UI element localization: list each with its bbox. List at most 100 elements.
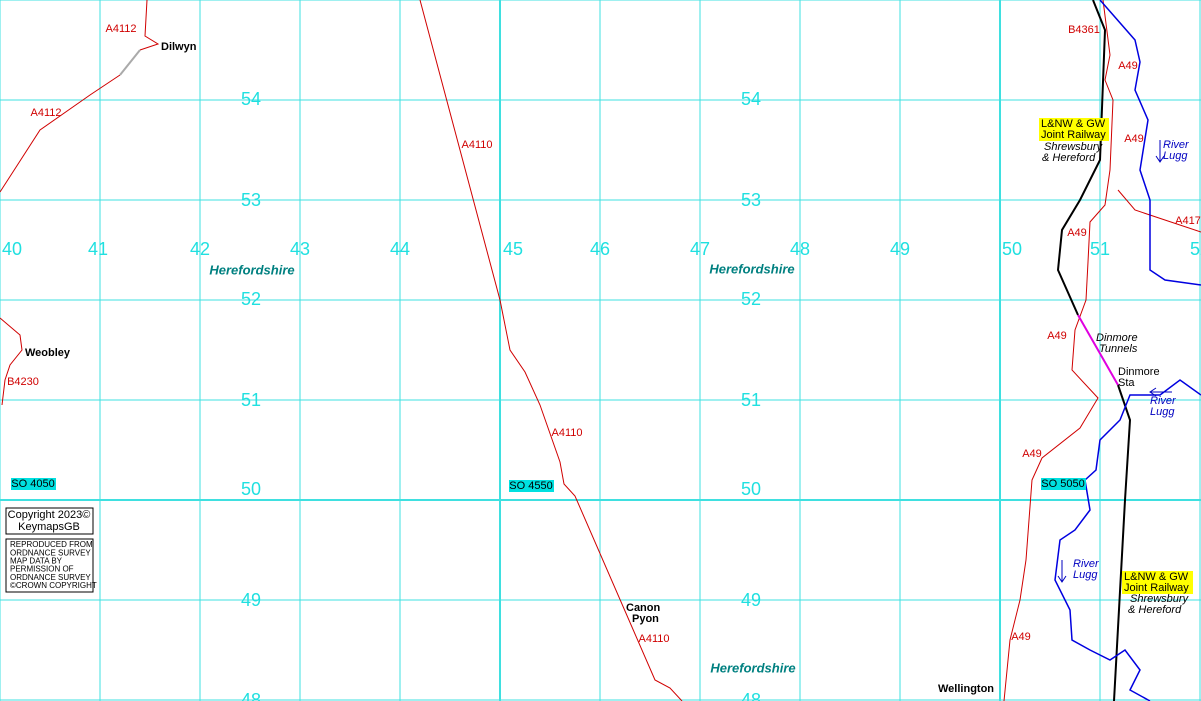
road-label: A49 <box>1022 448 1042 460</box>
road-label: A417 <box>1175 215 1201 227</box>
station-label: Dinmore <box>1118 366 1160 378</box>
northing-label: 54 <box>741 89 761 109</box>
road-a4112 <box>0 0 160 193</box>
railway-label: Joint Railway <box>1041 129 1106 141</box>
railway-route: Shrewsbury <box>1044 141 1104 153</box>
os-text: ORDNANCE SURVEY <box>10 573 91 582</box>
easting-label: 40 <box>2 239 22 259</box>
river-label: River <box>1073 558 1100 570</box>
river-label: River <box>1150 395 1177 407</box>
easting-label: 51 <box>1090 239 1110 259</box>
railway-label: L&NW & GW <box>1124 571 1189 583</box>
os-text: REPRODUCED FROM <box>10 540 93 549</box>
os-box <box>5 538 94 593</box>
road-label: B4230 <box>7 376 39 388</box>
road-label: A4110 <box>639 633 670 645</box>
river <box>1054 379 1201 701</box>
easting-label: 44 <box>390 239 410 259</box>
tunnel-label: Tunnels <box>1099 343 1138 355</box>
easting-label: 48 <box>790 239 810 259</box>
river-label: Lugg <box>1073 569 1098 581</box>
railway-route: & Hereford <box>1128 604 1182 616</box>
square-box <box>11 478 56 490</box>
place-label: Pyon <box>632 613 659 625</box>
road-label: B4361 <box>1068 24 1100 36</box>
easting-label: 41 <box>88 239 108 259</box>
place-label: Wellington <box>938 683 994 695</box>
square-box <box>1041 478 1086 490</box>
copyright-box <box>5 507 94 535</box>
northing-label: 53 <box>241 190 261 210</box>
river-label: Lugg <box>1163 150 1188 162</box>
county-label: Herefordshire <box>209 262 294 277</box>
easting-label: 43 <box>290 239 310 259</box>
northing-label: 53 <box>741 190 761 210</box>
easting-label: 47 <box>690 239 710 259</box>
easting-label: 46 <box>590 239 610 259</box>
northing-label: 52 <box>241 289 261 309</box>
road-a417 <box>1117 189 1201 233</box>
road-label: A49 <box>1118 60 1138 72</box>
copyright-text: Copyright 2023© <box>8 509 91 521</box>
road-b4230 <box>0 317 23 406</box>
easting-label: 50 <box>1002 239 1022 259</box>
road-a4110 <box>419 0 683 701</box>
northing-label: 48 <box>741 690 761 701</box>
road-label: A4112 <box>31 107 62 119</box>
northing-label: 50 <box>741 479 761 499</box>
railway-route: Shrewsbury <box>1130 593 1190 605</box>
copyright-text: KeymapsGB <box>18 521 80 533</box>
road-label: A49 <box>1067 227 1087 239</box>
river-label: Lugg <box>1150 406 1175 418</box>
railway-tunnel <box>1077 314 1119 386</box>
square-label: SO 4550 <box>509 480 552 492</box>
os-text: PERMISSION OF <box>10 565 74 574</box>
tunnel-label: Dinmore <box>1096 332 1138 344</box>
square-box <box>509 480 554 492</box>
northing-label: 49 <box>241 590 261 610</box>
railway <box>1056 0 1132 701</box>
northing-label: 52 <box>741 289 761 309</box>
northing-label: 54 <box>241 89 261 109</box>
easting-label: 49 <box>890 239 910 259</box>
os-text: ORDNANCE SURVEY <box>10 548 91 557</box>
railway-box <box>1122 571 1193 594</box>
place-label: Canon <box>626 602 661 614</box>
station-label: Sta <box>1118 377 1135 389</box>
northing-label: 50 <box>241 479 261 499</box>
easting-label: 52 <box>1190 239 1201 259</box>
road-minor <box>119 49 141 76</box>
easting-label: 45 <box>503 239 523 259</box>
easting-label: 42 <box>190 239 210 259</box>
county-label: Herefordshire <box>710 660 795 675</box>
northing-label: 51 <box>741 390 761 410</box>
grid-labels: 40 41 42 43 44 45 46 47 48 49 50 51 52 54 54 53 53 52 52 51… <box>2 89 1201 701</box>
road-label: A49 <box>1011 631 1031 643</box>
northing-label: 49 <box>741 590 761 610</box>
river-label: River <box>1163 139 1190 151</box>
northing-label: 51 <box>241 390 261 410</box>
county-label: Herefordshire <box>709 261 794 276</box>
road-label: A4112 <box>106 23 137 35</box>
river-arrow <box>1057 140 1172 583</box>
road-a49 <box>1003 0 1114 701</box>
railway-box <box>1039 118 1109 141</box>
square-label: SO 4050 <box>11 478 54 490</box>
road-label: A4110 <box>552 427 583 439</box>
river <box>1099 0 1201 286</box>
northing-label: 48 <box>241 690 261 701</box>
railway-label: Joint Railway <box>1124 582 1189 594</box>
road-label: A49 <box>1124 133 1144 145</box>
os-text: MAP DATA BY <box>10 557 63 566</box>
road-label: A49 <box>1047 330 1067 342</box>
place-label: Dilwyn <box>161 41 197 53</box>
os-text: ©CROWN COPYRIGHT <box>10 581 97 590</box>
place-label: Weobley <box>25 347 71 359</box>
road-label: A4110 <box>462 139 493 151</box>
square-label: SO 5050 <box>1041 478 1084 490</box>
railway-route: & Hereford <box>1042 152 1096 164</box>
railway-label: L&NW & GW <box>1041 118 1106 130</box>
